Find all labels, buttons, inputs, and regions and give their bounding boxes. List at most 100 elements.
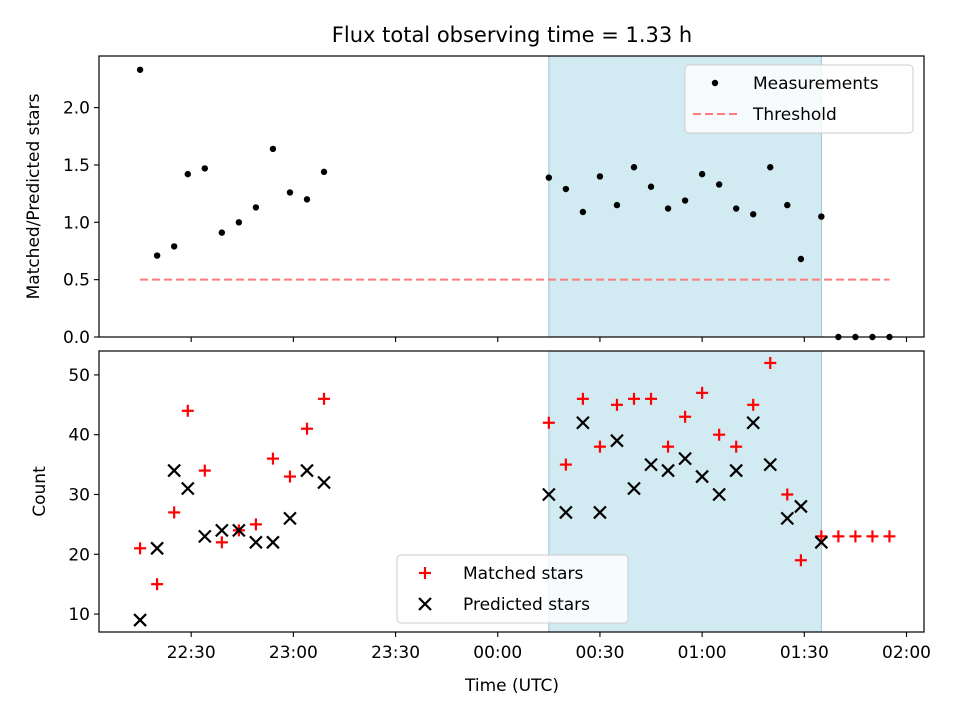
legend-x-marker: [418, 597, 432, 611]
matched-star-marker: [198, 464, 211, 477]
predicted-star-marker: [133, 613, 147, 627]
matched-star-marker: [318, 392, 331, 405]
matched-star-marker: [576, 392, 589, 405]
predicted-star-marker: [794, 499, 808, 514]
measurement-point: [252, 204, 260, 211]
matched-star-marker: [628, 392, 640, 405]
axes-frame: [98, 55, 925, 338]
y-tick-label: 10: [68, 605, 90, 625]
x-tick-label: 23:30: [371, 643, 420, 663]
y-tick-label: 40: [68, 426, 90, 446]
measurement-point: [784, 201, 791, 209]
matched-star-marker: [215, 536, 228, 549]
matched-star-marker: [832, 530, 845, 543]
matched-star-marker: [645, 392, 658, 405]
matched-star-marker: [781, 488, 794, 501]
top-panel-ratio: 0.0 0.5 1.0 1.5 2.0 Matched/Predicted stars Me…: [24, 55, 925, 348]
matched-star-marker: [283, 470, 296, 483]
predicted-star-marker: [729, 463, 743, 478]
plot-area: [133, 356, 896, 627]
legend-box: [396, 554, 629, 624]
predicted-star-marker: [266, 535, 280, 550]
predicted-star-marker: [610, 433, 624, 448]
matched-star-marker: [747, 398, 760, 411]
measurement-point: [235, 219, 243, 226]
x-axis-label: Time (UTC): [464, 676, 559, 696]
x-tick-label: 01:30: [780, 643, 829, 663]
matched-star-marker: [866, 530, 879, 543]
measurement-point: [269, 145, 277, 153]
measurement-point: [579, 208, 587, 216]
matched-star-marker: [593, 440, 606, 453]
measurement-point: [136, 66, 144, 73]
matched-star-marker: [849, 530, 862, 543]
x-tick-label: 23:00: [269, 643, 318, 663]
y-tick-label: 0.0: [63, 328, 90, 348]
measurement-point: [647, 183, 655, 190]
y-axis-label: Count: [30, 466, 50, 517]
predicted-star-marker: [627, 481, 641, 496]
matched-star-marker: [181, 404, 194, 417]
predicted-star-marker: [232, 523, 246, 538]
matched-star-marker: [730, 440, 743, 453]
x-tick-label: 00:00: [473, 643, 522, 663]
legend-label: Threshold: [752, 105, 837, 125]
predicted-star-marker: [763, 457, 778, 472]
x-tick-label: 02:00: [882, 643, 931, 663]
measurement-point: [170, 243, 178, 250]
matched-star-marker: [713, 428, 726, 441]
y-tick-label: 50: [68, 366, 90, 386]
predicted-star-marker: [150, 541, 164, 556]
matched-star-marker: [610, 398, 623, 411]
measurement-point: [767, 164, 774, 171]
predicted-star-marker: [593, 505, 607, 520]
measurement-point: [630, 164, 638, 171]
measurement-point: [153, 252, 161, 259]
plot-area: [136, 66, 893, 341]
axes-frame: [98, 350, 925, 633]
y-axis-label: Matched/Predicted stars: [24, 93, 44, 299]
measurement-point: [286, 189, 294, 196]
predicted-star-marker: [317, 475, 331, 490]
measurement-point: [797, 255, 805, 263]
matched-star-marker: [559, 458, 572, 471]
legend-top: Measurements Threshold: [684, 64, 914, 134]
chart-title: Flux total observing time = 1.33 h: [332, 23, 692, 47]
predicted-star-marker: [542, 487, 556, 502]
measurement-point: [664, 205, 672, 212]
measurement-point: [320, 168, 328, 176]
x-tick-label: 00:30: [575, 643, 624, 663]
x-tick-label: 22:30: [167, 643, 216, 663]
matched-star-marker: [249, 518, 262, 531]
predicted-star-marker: [678, 451, 692, 466]
matched-star-marker: [542, 416, 555, 429]
predicted-star-marker: [198, 529, 212, 544]
predicted-star-marker: [167, 463, 181, 478]
measurement-point: [303, 196, 311, 203]
predicted-star-marker: [814, 535, 829, 550]
legend-label: Measurements: [753, 74, 879, 94]
predicted-star-marker: [746, 415, 760, 430]
measurement-point: [681, 197, 689, 204]
bottom-panel-counts: 10 20 30 40 50 Count 22:30 23:00 23:30 00:00 00:30…: [30, 350, 931, 663]
y-tick-label: 2.0: [63, 99, 90, 119]
measurement-point: [545, 174, 553, 181]
predicted-star-marker: [559, 505, 573, 520]
measurement-point: [715, 181, 723, 188]
measurement-point: [732, 205, 740, 212]
matched-star-marker: [764, 356, 777, 369]
predicted-star-marker: [780, 511, 795, 526]
predicted-star-marker: [215, 523, 229, 538]
measurement-point: [750, 211, 757, 218]
legend-plus-marker: [419, 567, 431, 579]
legend-dot-marker: [711, 79, 719, 87]
legend-label: Matched stars: [463, 564, 583, 584]
measurement-point: [184, 170, 191, 178]
predicted-star-marker: [576, 415, 590, 430]
measurement-point: [596, 173, 604, 180]
matched-star-marker: [794, 554, 807, 567]
matched-star-marker: [168, 506, 181, 519]
predicted-star-marker: [283, 511, 297, 526]
measurement-point: [698, 170, 706, 178]
measurement-point: [562, 185, 570, 193]
